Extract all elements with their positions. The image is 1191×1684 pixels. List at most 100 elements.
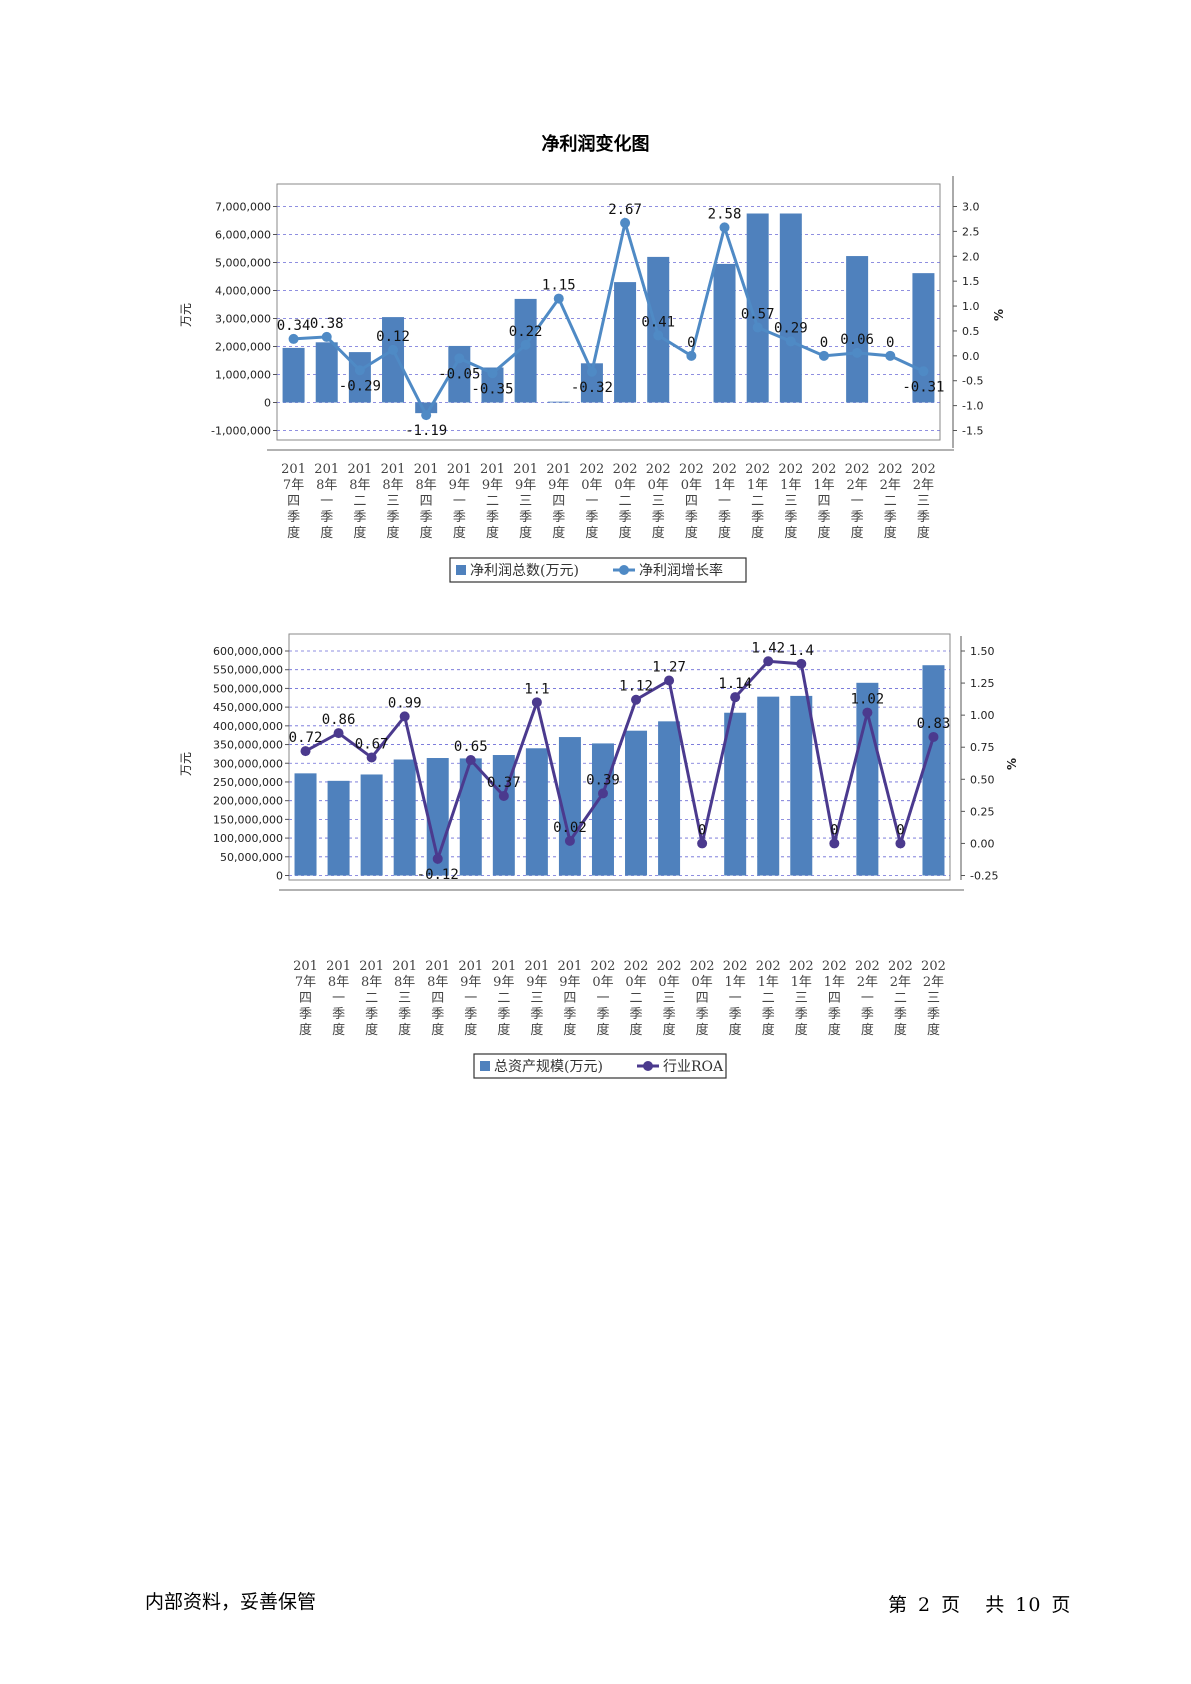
x-axis-category-label: 202 (679, 462, 704, 477)
x-axis-category-label: 一 (464, 991, 477, 1006)
x-axis-category-label: 季 (751, 510, 764, 525)
line-point (564, 835, 575, 846)
x-axis-category-label: 202 (580, 462, 605, 477)
x-axis-category-label: 8年 (349, 478, 370, 493)
data-label: 1.4 (789, 643, 814, 659)
x-axis-category-label: 201 (558, 959, 583, 974)
x-axis-category-label: 8年 (328, 975, 349, 990)
right-axis-tick-label: 0.0 (962, 350, 980, 363)
x-axis-category-label: 8年 (427, 975, 448, 990)
line-point (421, 410, 432, 421)
x-axis-category-label: 一 (585, 494, 598, 509)
x-axis-category-label: 四 (299, 991, 312, 1006)
x-axis-category-label: 季 (299, 1007, 312, 1022)
x-axis-category-label: 度 (762, 1022, 775, 1038)
data-label: -0.31 (902, 379, 944, 395)
legend-line-label: 净利润增长率 (639, 562, 723, 579)
x-axis-category-label: 1年 (747, 478, 768, 493)
right-axis-tick-label: -1.5 (962, 425, 983, 438)
left-axis-title: 万元 (179, 303, 193, 327)
x-axis-category-label: 202 (657, 959, 682, 974)
left-axis-title: 万元 (179, 752, 193, 776)
bar (558, 737, 581, 876)
x-axis-category-label: 一 (596, 991, 609, 1006)
x-axis-category-label: 度 (365, 1022, 378, 1038)
x-axis-category-label: 一 (453, 494, 466, 509)
bar (757, 696, 780, 876)
x-axis-category-label: 四 (828, 991, 841, 1006)
x-axis-category-label: 季 (817, 510, 830, 525)
right-axis-tick-label: 1.50 (970, 645, 995, 658)
line-point (597, 788, 608, 799)
right-axis-tick-label: 0.5 (962, 325, 980, 338)
x-axis-category-label: 三 (784, 494, 797, 509)
bar (327, 780, 350, 876)
x-axis-category-label: 季 (652, 510, 665, 525)
bar (658, 721, 681, 876)
left-axis-tick-label: -1,000,000 (211, 425, 271, 438)
x-axis-category-label: 季 (927, 1007, 940, 1022)
line-point (531, 697, 542, 708)
bar (525, 748, 548, 876)
x-axis-category-label: 度 (884, 525, 897, 541)
x-axis-category-label: 三 (795, 991, 808, 1006)
x-axis-category-label: 季 (563, 1007, 576, 1022)
x-axis-category-label: 季 (486, 510, 499, 525)
data-label: 1.42 (751, 640, 785, 656)
x-axis-category-label: 8年 (316, 478, 337, 493)
x-axis-category-label: 201 (480, 462, 505, 477)
data-label: -0.35 (471, 381, 513, 397)
legend-bar-label: 净利润总数(万元) (470, 563, 579, 579)
right-axis-tick-label: 1.25 (970, 677, 995, 690)
data-label: 2.58 (708, 206, 742, 222)
page-prefix: 第 (888, 1594, 909, 1616)
bar (315, 342, 338, 403)
x-axis-category-label: 二 (751, 494, 764, 509)
page-unit: 页 (941, 1594, 962, 1616)
left-axis-tick-label: 0 (276, 870, 283, 883)
x-axis-category-label: 202 (812, 462, 837, 477)
line-point (928, 731, 939, 742)
left-axis-tick-label: 7,000,000 (215, 201, 271, 214)
data-label: 0 (687, 335, 695, 351)
bar (779, 213, 802, 403)
x-axis-category-label: 201 (326, 959, 351, 974)
line-point (333, 728, 344, 739)
x-axis-category-label: 度 (663, 1022, 676, 1038)
x-axis-category-label: 8年 (382, 478, 403, 493)
x-axis-category-label: 0年 (648, 478, 669, 493)
legend-bar-swatch (456, 565, 466, 575)
right-axis-tick-label: 2.0 (962, 250, 980, 263)
x-axis-category-label: 8年 (416, 478, 437, 493)
x-axis-category-label: 0年 (592, 975, 613, 990)
x-axis-category-label: 9年 (482, 478, 503, 493)
line-point (885, 350, 896, 361)
line-point (620, 217, 631, 228)
right-axis-tick-label: 0.25 (970, 805, 995, 818)
x-axis-category-label: 度 (464, 1022, 477, 1038)
x-axis-category-label: 度 (619, 525, 632, 541)
bar (393, 759, 416, 876)
x-axis-category-label: 三 (530, 991, 543, 1006)
net-profit-chart-svg: 7,000,000 6,000,000 5,000,000 4,000,000 3,00… (179, 176, 1006, 583)
total-assets-chart-svg: 600,000,000 550,000,000 500,000,000 450,000… (179, 633, 1019, 1079)
x-axis-category-label: 0年 (658, 975, 679, 990)
left-axis-tick-label: 2,000,000 (215, 341, 271, 354)
x-axis-category-label: 度 (828, 1022, 841, 1038)
data-label: 0.22 (509, 324, 543, 340)
x-axis-category-label: 202 (712, 462, 737, 477)
x-axis-category-label: 一 (861, 991, 874, 1006)
x-axis-category-label: 二 (630, 991, 643, 1006)
x-axis-category-label: 201 (381, 462, 406, 477)
data-label: 0 (830, 822, 838, 838)
x-axis-category-label: 度 (751, 525, 764, 541)
left-axis-tick-label: 200,000,000 (213, 795, 283, 808)
left-axis-tick-label: 6,000,000 (215, 229, 271, 242)
x-axis-category-label: 2年 (846, 478, 867, 493)
x-axis-category-label: 度 (685, 525, 698, 541)
left-axis-tick-label: 4,000,000 (215, 285, 271, 298)
x-axis-category-label: 202 (888, 959, 913, 974)
data-label: 0.29 (774, 320, 808, 336)
x-axis-category-label: 季 (685, 510, 698, 525)
x-axis-category-label: 一 (320, 494, 333, 509)
